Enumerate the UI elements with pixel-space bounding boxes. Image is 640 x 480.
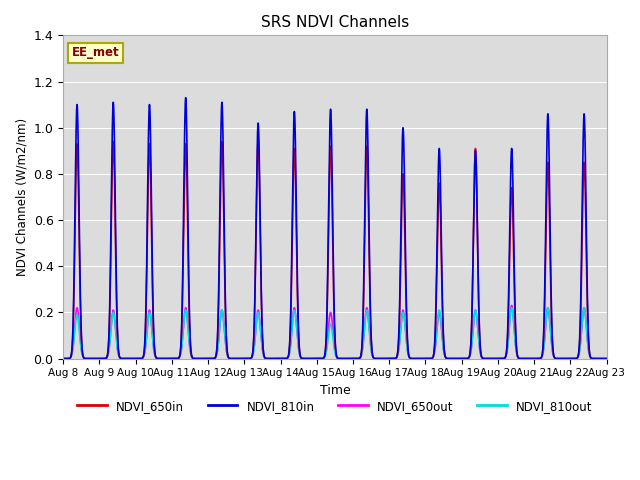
NDVI_810in (487, 356, 495, 361)
NDVI_810out (603, 356, 611, 361)
NDVI_650in (263, 356, 271, 361)
NDVI_810out (60, 356, 67, 361)
X-axis label: Time: Time (319, 384, 350, 397)
NDVI_810out (170, 356, 178, 361)
Line: NDVI_650out: NDVI_650out (63, 305, 607, 359)
NDVI_810in (601, 356, 609, 361)
NDVI_650in (603, 356, 611, 361)
NDVI_810in (603, 356, 611, 361)
NDVI_810out (175, 354, 183, 360)
NDVI_650in (170, 356, 178, 361)
Title: SRS NDVI Channels: SRS NDVI Channels (260, 15, 409, 30)
NDVI_650out (601, 356, 609, 361)
NDVI_810out (601, 356, 609, 361)
NDVI_810out (580, 305, 588, 311)
Line: NDVI_810in: NDVI_810in (63, 98, 607, 359)
NDVI_650in (410, 356, 418, 361)
NDVI_650out (508, 302, 515, 308)
Line: NDVI_650in: NDVI_650in (63, 139, 607, 359)
NDVI_650out (410, 356, 418, 361)
NDVI_650in (60, 356, 67, 361)
NDVI_650out (263, 356, 271, 361)
NDVI_650out (60, 356, 67, 361)
NDVI_810in (410, 356, 418, 361)
Legend: NDVI_650in, NDVI_810in, NDVI_650out, NDVI_810out: NDVI_650in, NDVI_810in, NDVI_650out, NDV… (72, 395, 598, 417)
Line: NDVI_810out: NDVI_810out (63, 308, 607, 359)
NDVI_810in (170, 356, 178, 361)
NDVI_650out (170, 356, 178, 361)
NDVI_650out (487, 356, 495, 361)
NDVI_650in (254, 136, 262, 142)
NDVI_810in (182, 95, 189, 101)
NDVI_650out (603, 356, 611, 361)
NDVI_650in (601, 356, 609, 361)
Y-axis label: NDVI Channels (W/m2/nm): NDVI Channels (W/m2/nm) (15, 118, 28, 276)
NDVI_650in (487, 356, 495, 361)
NDVI_810in (263, 356, 271, 361)
NDVI_810in (175, 354, 183, 360)
NDVI_810out (263, 356, 271, 361)
NDVI_810out (410, 356, 418, 361)
NDVI_650in (175, 354, 183, 360)
NDVI_650out (175, 354, 183, 360)
Text: EE_met: EE_met (72, 47, 119, 60)
NDVI_810in (60, 356, 67, 361)
NDVI_810out (487, 356, 495, 361)
